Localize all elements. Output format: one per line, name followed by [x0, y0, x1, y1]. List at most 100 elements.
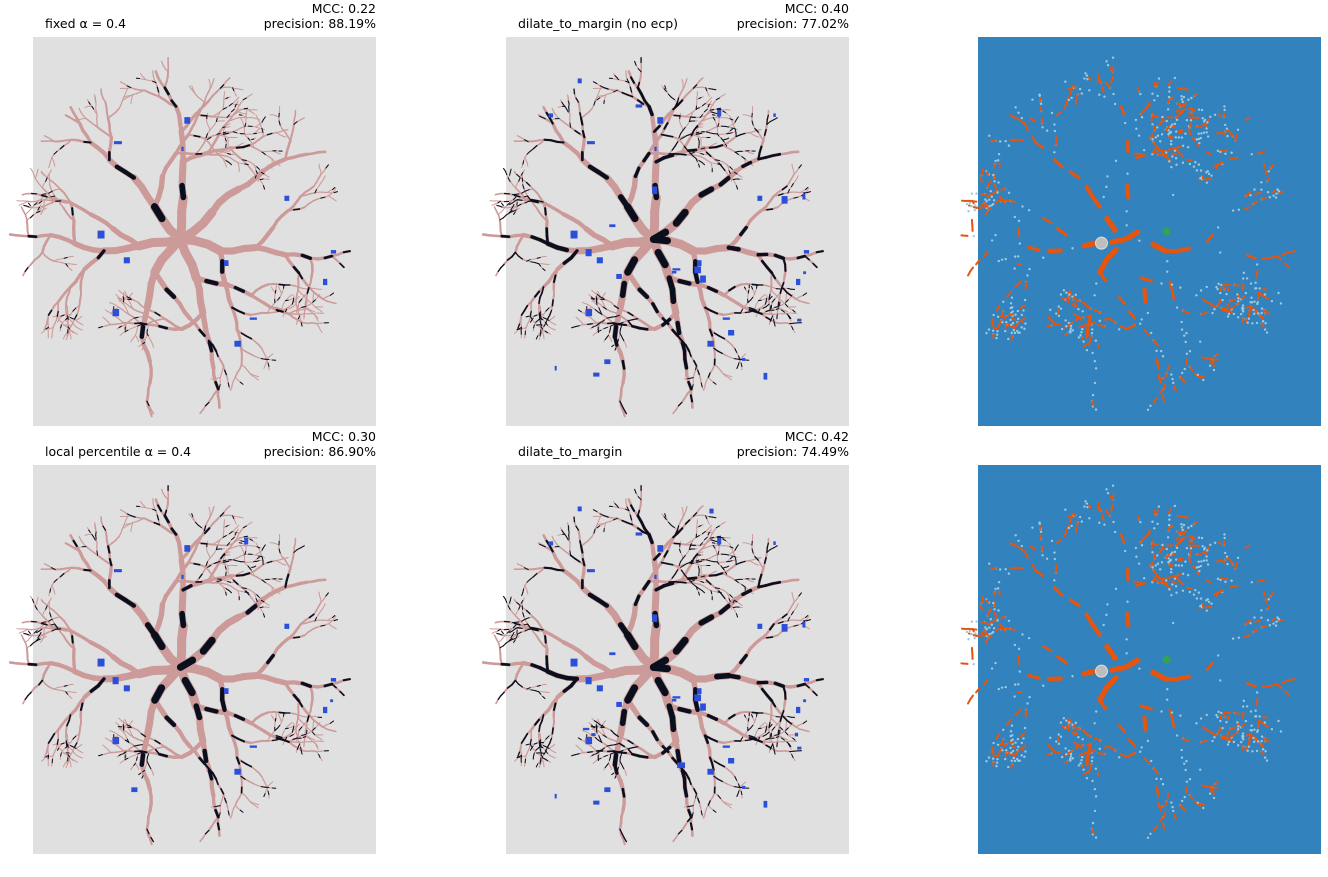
- vessel: [552, 315, 556, 319]
- vessel: [316, 745, 319, 750]
- vessel: [736, 351, 740, 357]
- missed-vessel: [297, 315, 301, 320]
- vessel: [213, 377, 218, 380]
- vessel: [307, 308, 312, 312]
- vessel: [125, 735, 128, 740]
- missed-vessel: [569, 122, 572, 128]
- vessel: [751, 133, 757, 137]
- vessel: [130, 97, 133, 102]
- missed-vessel: [227, 382, 230, 388]
- missed-vessel: [697, 137, 700, 142]
- missed-vessel: [621, 359, 626, 370]
- missed-vessel: [652, 124, 661, 133]
- missed-vessel: [618, 321, 624, 325]
- vessel: [192, 516, 195, 520]
- vessel: [82, 542, 87, 548]
- missed-vessel: [764, 300, 767, 305]
- missed-vessel: [765, 303, 770, 308]
- vessel: [82, 114, 87, 120]
- vessel: [707, 98, 711, 103]
- vessel: [799, 190, 804, 194]
- vessel: [112, 303, 117, 306]
- vessel: [521, 163, 524, 169]
- vessel: [585, 303, 590, 306]
- vessel: [233, 90, 236, 94]
- vessel: [254, 166, 257, 172]
- false-positive: [323, 278, 328, 286]
- vessel: [596, 83, 601, 87]
- vessel: [254, 340, 260, 346]
- vessel: [69, 747, 73, 751]
- vessel: [43, 180, 47, 185]
- vessel: [124, 290, 127, 295]
- vessel: [694, 154, 702, 158]
- missed-vessel: [587, 164, 601, 175]
- missed-vessel: [729, 166, 733, 170]
- vessel: [47, 136, 53, 141]
- missed-vessel: [225, 97, 229, 100]
- vessel: [328, 195, 332, 199]
- vessel: [762, 284, 769, 287]
- vessel: [255, 375, 260, 378]
- missed-vessel: [636, 86, 643, 96]
- missed-vessel: [517, 203, 522, 207]
- vessel: [107, 749, 111, 754]
- vessel: [704, 383, 706, 389]
- vessel: [145, 79, 150, 81]
- missed-vessel: [796, 254, 807, 260]
- missed-vessel: [506, 202, 511, 206]
- vessel: [311, 750, 318, 753]
- missed-vessel: [784, 303, 789, 308]
- vessel: [59, 616, 66, 622]
- vessel: [79, 751, 84, 754]
- missed-vessel: [771, 152, 782, 157]
- false-positive: [330, 250, 337, 254]
- missed-vessel: [137, 323, 143, 327]
- missed-vessel: [769, 305, 772, 310]
- vessel: [738, 359, 741, 364]
- vessel: [259, 179, 263, 184]
- vessel: [713, 126, 719, 129]
- vessel: [611, 78, 616, 80]
- missed-vessel: [293, 121, 298, 125]
- vessel: [210, 509, 214, 515]
- vessel: [591, 289, 595, 294]
- missed-vessel: [525, 181, 531, 187]
- vessel: [66, 684, 71, 686]
- missed-vessel: [619, 280, 628, 299]
- missed-vessel: [524, 139, 529, 143]
- vessel: [329, 189, 334, 192]
- missed-vessel: [769, 119, 775, 123]
- vessel: [242, 740, 252, 745]
- vessel: [75, 733, 80, 737]
- vessel: [212, 505, 215, 512]
- vessel: [240, 570, 245, 573]
- missed-vessel: [695, 107, 700, 110]
- vessel: [124, 90, 127, 95]
- vessel: [533, 321, 537, 326]
- missed-vessel: [235, 146, 245, 149]
- segmentation-image: [8, 37, 376, 426]
- vessel: [529, 258, 535, 261]
- vessel: [231, 380, 235, 386]
- vessel: [130, 767, 133, 771]
- vessel: [711, 165, 713, 170]
- vessel: [199, 408, 204, 415]
- vessel: [295, 622, 303, 631]
- vessel: [304, 203, 310, 208]
- vessel: [207, 141, 213, 147]
- vessel: [259, 121, 263, 125]
- missed-vessel: [509, 168, 512, 173]
- vessel: [315, 743, 319, 748]
- missed-vessel: [517, 255, 523, 260]
- vessel: [295, 731, 298, 737]
- vessel: [219, 108, 224, 113]
- missed-vessel: [158, 324, 169, 330]
- missed-vessel: [530, 261, 536, 264]
- missed-vessel: [744, 311, 751, 314]
- vessel: [36, 596, 39, 601]
- vessel: [481, 233, 491, 237]
- vessel: [123, 304, 127, 309]
- vessel: [47, 750, 50, 756]
- missed-vessel: [714, 159, 720, 162]
